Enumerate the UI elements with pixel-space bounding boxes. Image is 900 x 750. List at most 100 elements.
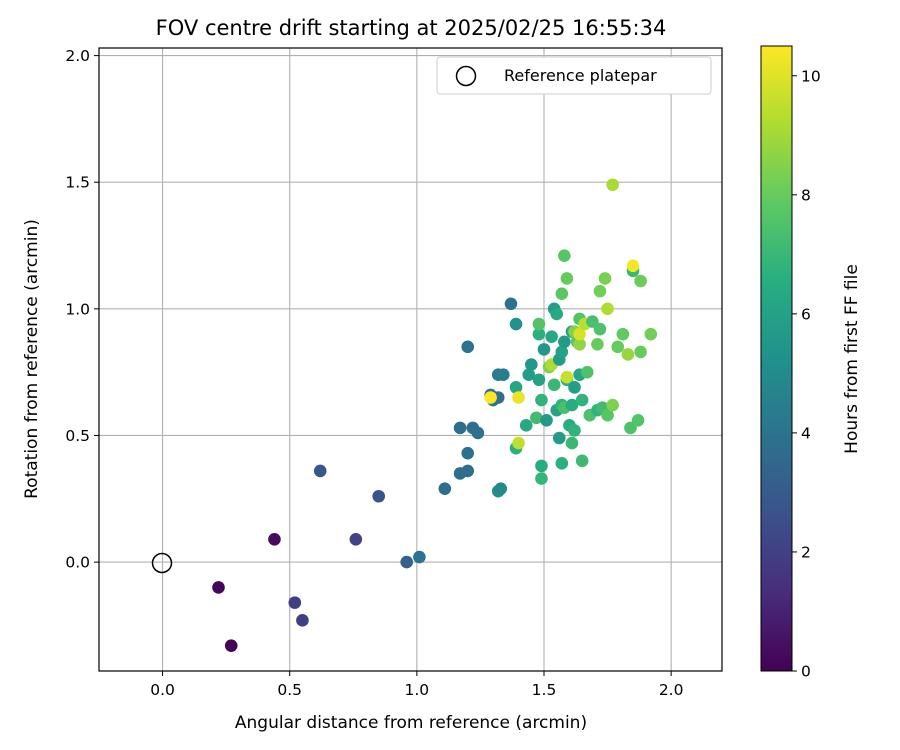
data-point — [558, 249, 571, 262]
legend-marker-icon — [455, 65, 477, 87]
x-axis-label: Angular distance from reference (arcmin) — [235, 713, 587, 733]
x-tick-label: 1.0 — [405, 681, 430, 699]
data-point — [606, 398, 619, 412]
data-point — [593, 284, 607, 298]
data-point — [565, 436, 579, 450]
data-point — [535, 459, 548, 473]
data-point — [504, 297, 518, 311]
data-point — [512, 436, 525, 450]
data-point — [591, 338, 604, 351]
y-axis-label: Rotation from reference (arcmin) — [22, 219, 42, 499]
data-point — [484, 391, 497, 404]
data-point — [461, 464, 475, 478]
data-point — [512, 391, 525, 404]
data-point — [611, 340, 625, 354]
x-axis-ticks: 0.0 0.5 1.0 1.5 2.0 — [150, 671, 683, 699]
data-point — [616, 327, 630, 341]
y-axis-ticks: 0.0 0.5 1.0 1.5 2.0 — [65, 47, 99, 572]
data-point — [601, 302, 614, 316]
data-point — [530, 411, 543, 425]
colorbar-tick-label: 8 — [801, 186, 811, 204]
data-point — [568, 424, 581, 437]
data-point — [372, 489, 386, 503]
y-tick-label: 0.5 — [65, 427, 90, 445]
data-point — [471, 426, 485, 440]
reference-point — [151, 552, 173, 574]
data-point — [565, 398, 579, 412]
data-point — [497, 368, 510, 381]
data-point — [268, 533, 281, 546]
data-point — [212, 581, 225, 594]
data-point — [601, 408, 614, 422]
data-point — [593, 322, 607, 336]
colorbar-gradient — [760, 45, 793, 672]
data-point — [532, 373, 546, 387]
data-point — [555, 457, 569, 470]
data-point — [532, 327, 546, 341]
data-point — [535, 472, 548, 485]
data-point — [453, 421, 467, 435]
data-point — [349, 533, 363, 546]
y-tick-label: 1.0 — [65, 300, 90, 318]
data-point — [461, 446, 475, 460]
data-point — [580, 365, 594, 379]
data-point — [400, 555, 413, 569]
x-tick-label: 0.0 — [150, 681, 175, 699]
data-point — [494, 482, 508, 495]
data-point — [631, 413, 645, 427]
colorbar-tick-label: 6 — [801, 305, 811, 323]
colorbar-tick-label: 0 — [801, 663, 811, 681]
plot-frame — [98, 47, 723, 672]
chart-title: FOV centre drift starting at 2025/02/25 … — [156, 16, 667, 40]
data-point — [634, 345, 647, 359]
data-point — [535, 393, 548, 407]
colorbar-label: Hours from first FF file — [842, 264, 862, 454]
x-tick-label: 2.0 — [659, 681, 684, 699]
data-point — [540, 413, 553, 427]
data-point — [522, 368, 536, 381]
data-point — [555, 287, 569, 300]
data-point — [560, 272, 574, 285]
y-tick-label: 1.5 — [65, 174, 90, 192]
colorbar-ticks: 0 2 4 6 8 10 — [792, 67, 821, 681]
data-point — [573, 327, 586, 341]
data-point — [575, 454, 589, 468]
data-point — [537, 343, 551, 356]
data-point — [644, 327, 658, 341]
y-tick-label: 0.0 — [65, 554, 90, 572]
colorbar: 0 2 4 6 8 10 Hours from first FF file — [760, 45, 862, 681]
data-point — [524, 358, 538, 371]
data-point — [560, 370, 574, 384]
data-point — [461, 340, 475, 354]
data-point — [519, 419, 533, 432]
data-point — [568, 381, 581, 394]
data-point — [573, 338, 586, 351]
data-point — [621, 348, 635, 361]
colorbar-tick-label: 10 — [801, 67, 821, 85]
colorbar-tick-label: 4 — [801, 424, 811, 442]
data-point — [634, 274, 647, 288]
data-point — [296, 614, 309, 627]
data-point — [288, 596, 302, 609]
data-point — [575, 393, 589, 407]
data-point — [313, 464, 327, 478]
data-point — [598, 272, 612, 285]
data-point — [532, 317, 546, 331]
colorbar-tick-label: 2 — [801, 543, 811, 561]
data-point — [558, 335, 571, 349]
data-point — [555, 345, 569, 359]
x-tick-label: 0.5 — [277, 681, 302, 699]
legend-box — [436, 56, 712, 95]
data-point — [606, 178, 619, 192]
data-point — [586, 315, 599, 328]
data-point — [624, 421, 637, 435]
data-point — [626, 259, 640, 273]
data-point — [509, 317, 523, 331]
data-point — [547, 378, 561, 392]
data-point — [552, 431, 566, 445]
legend: Reference platepar — [436, 56, 712, 95]
data-point — [509, 381, 523, 394]
y-tick-label: 2.0 — [65, 47, 90, 65]
data-point — [224, 639, 238, 652]
